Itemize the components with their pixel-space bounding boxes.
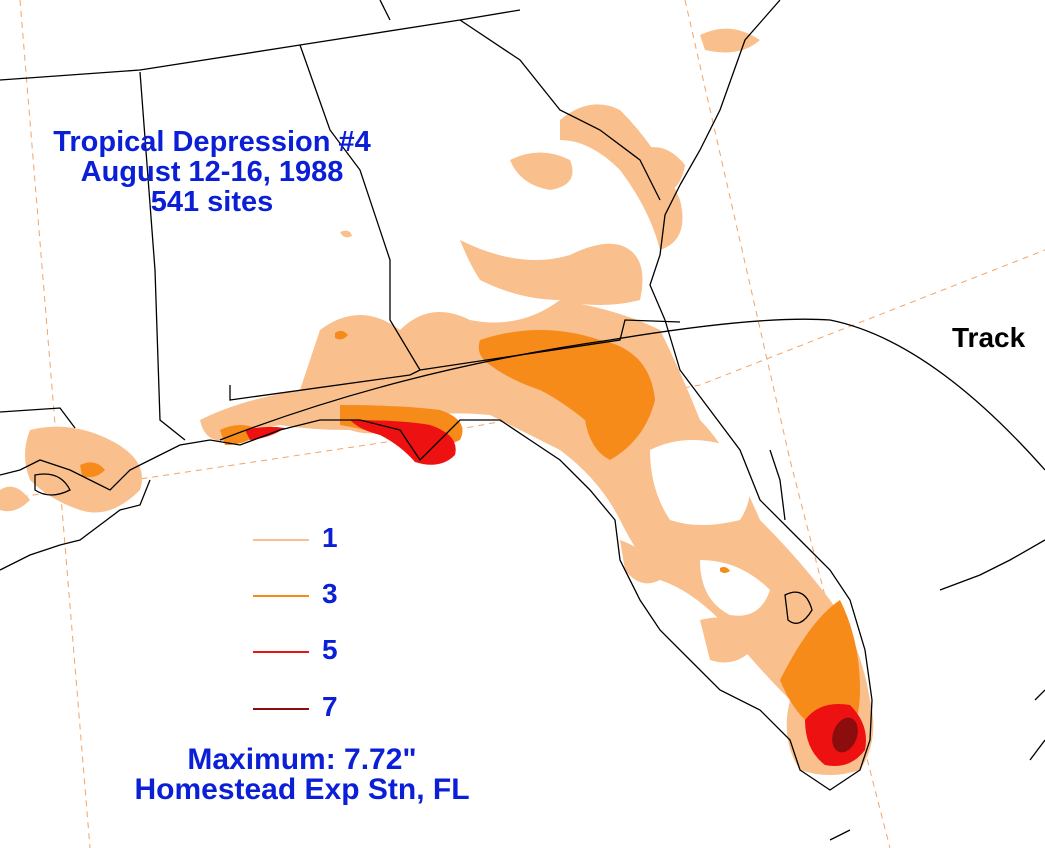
map-title: Tropical Depression #4	[53, 126, 371, 158]
legend-swatch-5	[253, 651, 309, 653]
legend-label-7: 7	[322, 691, 338, 722]
rainfall-gaps	[640, 440, 770, 660]
legend-swatch-1	[253, 539, 309, 541]
storm-track-line	[219, 318, 1045, 471]
legend-swatch-3	[253, 595, 309, 597]
map-date-range: August 12-16, 1988	[80, 156, 344, 188]
map-site-count: 541 sites	[150, 186, 274, 218]
legend-label-3: 3	[322, 578, 338, 609]
rainfall-7in-area	[832, 717, 858, 753]
legend-swatch-7	[253, 708, 309, 710]
maximum-value: Maximum: 7.72"	[187, 743, 417, 776]
track-label: Track	[952, 322, 1026, 353]
maximum-station: Homestead Exp Stn, FL	[134, 773, 470, 806]
legend-label-1: 1	[322, 522, 338, 553]
legend-label-5: 5	[322, 634, 338, 665]
rainfall-3in-area	[80, 330, 860, 740]
